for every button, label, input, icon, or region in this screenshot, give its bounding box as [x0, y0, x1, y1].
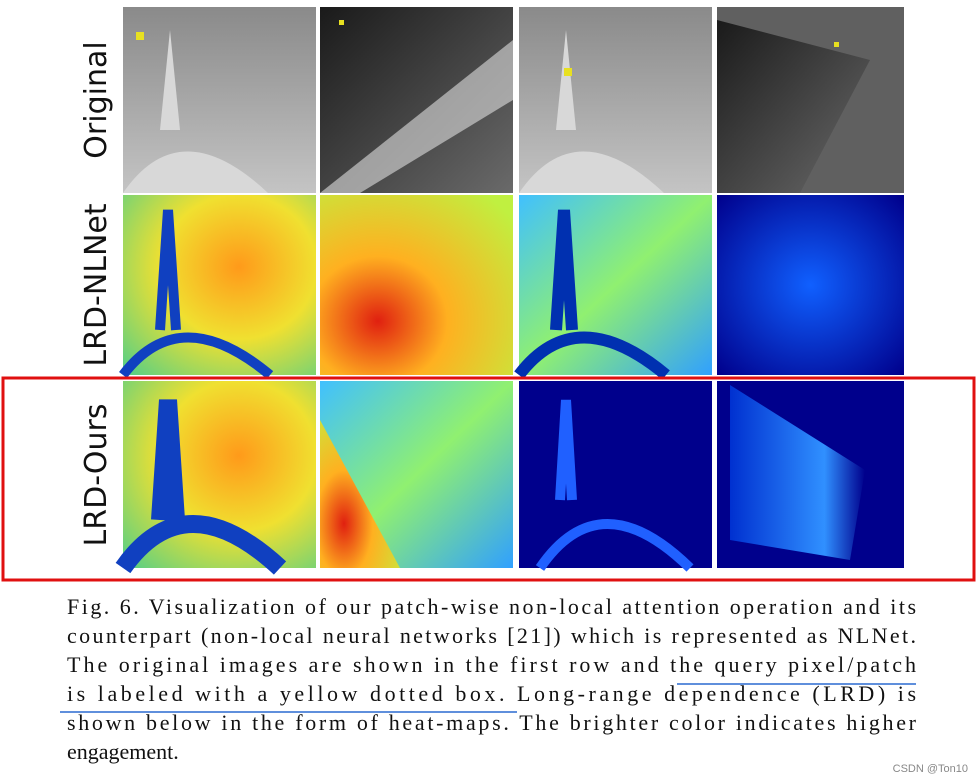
caption-line: engagement. [67, 739, 179, 764]
image [717, 20, 870, 193]
caption-line: counterpart (non-local neural networks [… [67, 623, 916, 648]
query-box [136, 32, 144, 40]
image [320, 40, 513, 193]
row-label: Original [79, 41, 114, 158]
heatmap [717, 195, 904, 375]
query-box [834, 42, 839, 47]
heatmap [730, 385, 865, 560]
caption-line: shown below in the form of heat-maps. Th… [67, 710, 917, 735]
caption-line: Fig. 6. Visualization of our patch-wise … [67, 594, 916, 619]
row-label: LRD-Ours [79, 404, 114, 547]
query-box [339, 20, 344, 25]
heatmap [115, 399, 287, 575]
image [519, 30, 664, 193]
watermark: CSDN @Ton10 [893, 763, 968, 775]
highlight-box [1, 376, 976, 582]
caption-line: The original images are shown in the fir… [67, 652, 916, 677]
image-grid [115, 7, 904, 575]
row-label: LRD-NLNet [79, 203, 114, 367]
heatmap [119, 209, 274, 379]
heatmap [320, 195, 513, 375]
caption: Fig. 6. Visualization of our patch-wise … [60, 594, 917, 764]
heatmap [514, 209, 670, 380]
query-box [564, 68, 572, 76]
heatmap [535, 399, 694, 572]
heatmap [320, 420, 400, 568]
heatmap [519, 381, 712, 568]
image [123, 30, 268, 193]
